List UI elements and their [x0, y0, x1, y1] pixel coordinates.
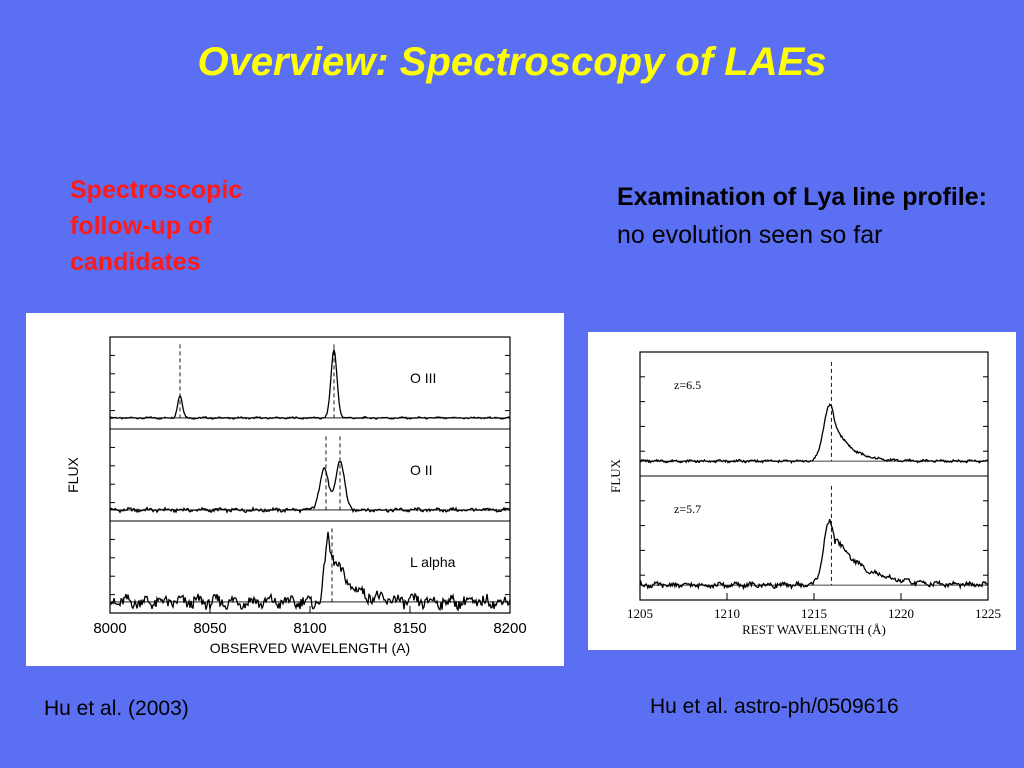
right-spectrum-figure: z=6.5 z=5.7 1205 1210 1215 1220 1225 REST WAVEL… — [588, 332, 1016, 650]
x-tick-label: 1215 — [801, 606, 827, 621]
panel-label: z=6.5 — [674, 378, 701, 392]
x-tick-label: 1210 — [714, 606, 740, 621]
spectrum-line — [109, 460, 511, 514]
x-axis-label: OBSERVED WAVELENGTH (A) — [210, 640, 410, 656]
left-heading: Spectroscopic follow-up of candidates — [70, 176, 243, 276]
x-tick-label: 8150 — [393, 620, 426, 637]
spectrum-line — [109, 531, 511, 612]
spectrum-line — [109, 347, 511, 420]
right-heading: Examination of Lya line profile: no evol… — [617, 178, 997, 254]
x-axis-label: REST WAVELENGTH (Å) — [742, 622, 886, 637]
x-tick-label: 8000 — [93, 620, 126, 637]
slide-title: Overview: Spectroscopy of LAEs — [197, 40, 827, 84]
x-tick-label: 1205 — [627, 606, 653, 621]
plot-frame — [109, 336, 511, 614]
x-tick-label: 8200 — [493, 620, 526, 637]
y-axis-label: FLUX — [65, 456, 81, 492]
right-spectrum-chart: z=6.5 z=5.7 1205 1210 1215 1220 1225 REST WAVEL… — [608, 351, 1001, 637]
right-citation: Hu et al. astro-ph/0509616 — [650, 695, 899, 718]
left-spectrum-chart: O III O II L alpha 8000 8050 8100 8150 8200 OBSE… — [65, 336, 527, 656]
right-heading-normal: no evolution seen so far — [617, 221, 883, 249]
x-tick-label: 8050 — [193, 620, 226, 637]
panel-label: L alpha — [410, 554, 456, 570]
y-axis-label: FLUX — [608, 458, 623, 493]
x-tick-label: 1225 — [975, 606, 1001, 621]
left-citation: Hu et al. (2003) — [44, 697, 189, 720]
x-tick-label: 1220 — [888, 606, 914, 621]
panel-label: O II — [410, 462, 433, 478]
right-heading-bold: Examination of Lya line profile: — [617, 183, 987, 211]
spectrum-line — [639, 519, 989, 591]
panel-label: z=5.7 — [674, 502, 701, 516]
left-spectrum-figure: O III O II L alpha 8000 8050 8100 8150 8200 OBSE… — [26, 313, 564, 666]
panel-label: O III — [410, 370, 436, 386]
spectrum-line — [639, 403, 989, 464]
x-tick-label: 8100 — [293, 620, 326, 637]
